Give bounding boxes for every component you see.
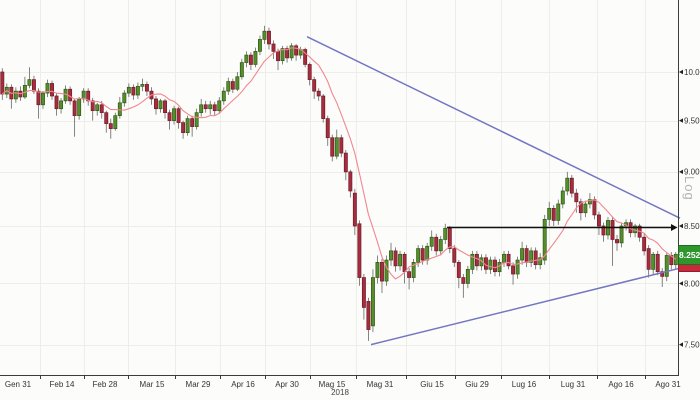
svg-text:Ago 16: Ago 16 <box>608 380 634 389</box>
svg-text:10.00: 10.00 <box>684 68 700 77</box>
last-price-tag: 8.252 <box>678 245 700 265</box>
svg-text:Gen 31: Gen 31 <box>5 380 32 389</box>
svg-text:Feb 28: Feb 28 <box>93 380 118 389</box>
time-axis[interactable]: Gen 31 Feb 14 Feb 28 Mar 15 Mar 29 Apr 16 Apr … <box>5 375 681 389</box>
svg-text:7.50: 7.50 <box>684 340 700 349</box>
grid <box>0 0 678 375</box>
svg-text:9.50: 9.50 <box>684 116 700 125</box>
axis-year-label: 2018 <box>331 388 349 397</box>
horizontal-level-line[interactable] <box>447 224 678 231</box>
svg-text:Mag 15: Mag 15 <box>319 380 346 389</box>
price-axis[interactable]: 10.00 9.50 9.00 8.50 8.00 7.50 <box>679 68 700 350</box>
svg-text:Apr 30: Apr 30 <box>275 380 299 389</box>
svg-text:8.00: 8.00 <box>684 279 700 288</box>
svg-text:Ago 31: Ago 31 <box>655 380 681 389</box>
svg-text:Giu 29: Giu 29 <box>465 380 489 389</box>
log-scale-toggle[interactable]: Log <box>682 176 697 201</box>
svg-text:Mar 15: Mar 15 <box>140 380 165 389</box>
svg-text:Mar 29: Mar 29 <box>186 380 211 389</box>
svg-text:Giu 15: Giu 15 <box>420 380 444 389</box>
trendline-upper-descending[interactable] <box>306 35 681 219</box>
svg-text:8.50: 8.50 <box>684 222 700 231</box>
axes <box>0 0 679 376</box>
svg-text:9.00: 9.00 <box>684 168 700 177</box>
svg-text:Mag 31: Mag 31 <box>367 380 394 389</box>
moving-average-line <box>1 47 677 280</box>
svg-text:Apr 16: Apr 16 <box>231 380 255 389</box>
svg-text:Feb 14: Feb 14 <box>50 380 75 389</box>
candles <box>0 25 678 341</box>
svg-text:Lug 31: Lug 31 <box>561 380 586 389</box>
svg-text:Lug 16: Lug 16 <box>512 380 537 389</box>
trendline-lower-ascending[interactable] <box>370 267 681 346</box>
